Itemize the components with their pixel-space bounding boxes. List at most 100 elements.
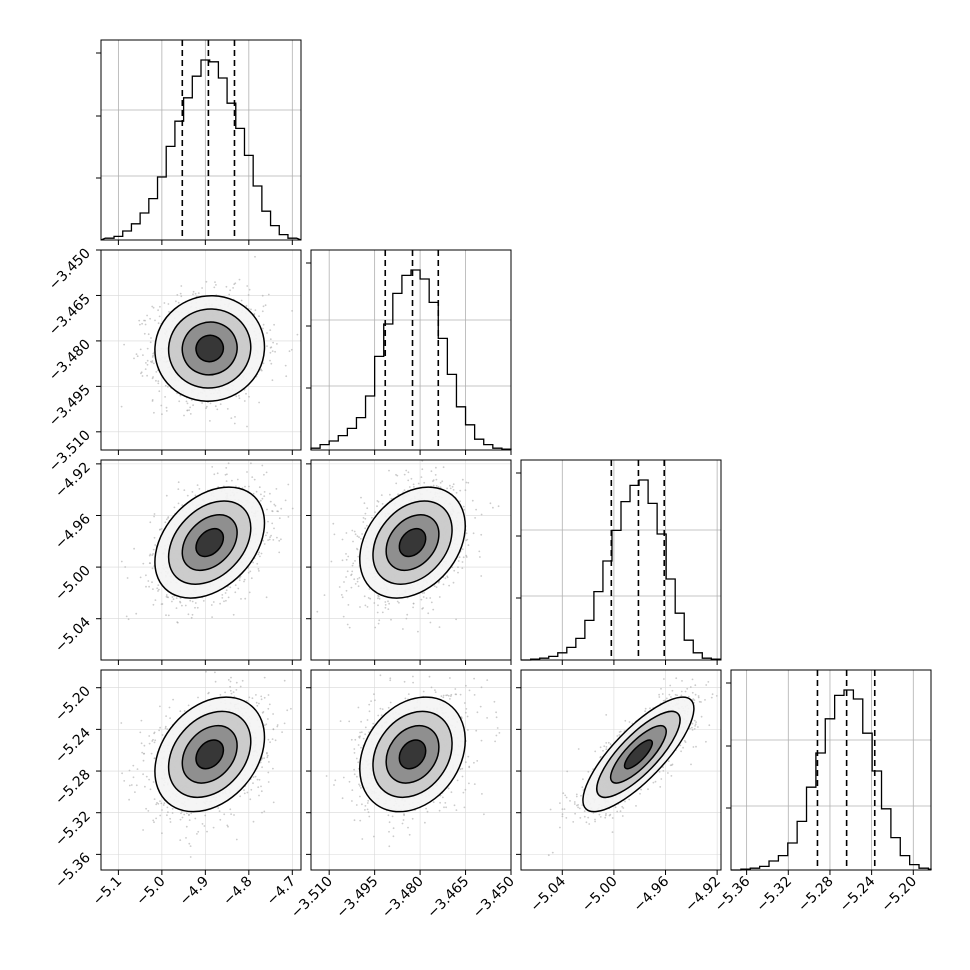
sample-point <box>203 825 206 827</box>
sample-point <box>348 626 351 629</box>
sample-point <box>210 604 213 606</box>
sample-point <box>274 350 276 353</box>
sample-point <box>412 602 415 605</box>
sample-point <box>232 287 235 289</box>
sample-point <box>183 489 186 491</box>
sample-point <box>216 472 219 475</box>
sample-point <box>254 255 256 258</box>
sample-point <box>151 581 153 584</box>
sample-point <box>158 729 161 732</box>
sample-point <box>271 510 273 512</box>
sample-point <box>219 602 222 605</box>
sample-point <box>191 613 194 616</box>
sample-point <box>239 685 242 688</box>
sample-point <box>136 768 139 770</box>
sample-point <box>403 473 406 476</box>
sample-point <box>364 527 367 530</box>
sample-point <box>146 347 149 350</box>
sample-point <box>271 738 274 740</box>
sample-point <box>316 610 319 613</box>
sample-point <box>442 583 445 586</box>
sample-point <box>263 724 266 727</box>
sample-point <box>435 478 438 481</box>
sample-point <box>135 784 138 787</box>
sample-point <box>265 534 267 537</box>
sample-point <box>247 294 250 296</box>
sample-point <box>158 315 161 318</box>
sample-point <box>377 604 379 607</box>
sample-point <box>151 400 154 402</box>
sample-point <box>194 602 197 604</box>
sample-point <box>413 486 415 488</box>
sample-point <box>276 510 279 513</box>
sample-point <box>252 561 255 564</box>
sample-point <box>465 481 468 484</box>
sample-point <box>152 603 155 606</box>
sample-point <box>230 813 233 815</box>
sample-point <box>225 599 227 602</box>
sample-point <box>145 585 147 588</box>
sample-point <box>146 359 149 362</box>
sample-point <box>175 597 178 599</box>
sample-point <box>358 576 361 579</box>
sample-point <box>466 538 469 541</box>
sample-point <box>350 573 353 576</box>
sample-point <box>260 698 263 701</box>
sample-point <box>179 600 181 603</box>
sample-point <box>247 571 250 574</box>
sample-point <box>430 470 433 473</box>
sample-point <box>387 608 390 610</box>
sample-point <box>153 411 155 414</box>
sample-point <box>343 581 345 583</box>
sample-point <box>154 544 157 546</box>
sample-point <box>155 371 158 373</box>
sample-point <box>161 413 163 416</box>
sample-point <box>159 529 161 531</box>
sample-point <box>144 368 147 370</box>
sample-point <box>231 479 233 482</box>
sample-point <box>149 317 152 320</box>
sample-point <box>173 506 176 509</box>
sample-point <box>254 309 257 312</box>
sample-point <box>152 352 155 355</box>
sample-point <box>417 482 420 485</box>
sample-point <box>384 601 387 603</box>
sample-point <box>479 556 481 558</box>
sample-point <box>164 384 167 387</box>
sample-point <box>278 539 281 542</box>
sample-point <box>465 532 468 535</box>
sample-point <box>213 473 216 476</box>
panel-frame-1-1 <box>310 249 512 451</box>
sample-point <box>341 559 344 562</box>
sample-point <box>377 594 379 597</box>
sample-point <box>255 490 258 493</box>
panel-0-0 <box>96 39 302 241</box>
sample-point <box>123 780 126 782</box>
sample-point <box>451 485 454 488</box>
sample-point <box>205 407 207 410</box>
sample-point <box>191 600 194 603</box>
sample-point <box>263 676 266 679</box>
sample-point <box>480 513 483 516</box>
panels-layer <box>96 39 932 871</box>
sample-point <box>356 578 359 580</box>
sample-point <box>128 798 131 801</box>
sample-point <box>141 375 144 377</box>
sample-point <box>359 606 361 608</box>
sample-point <box>164 725 167 728</box>
sample-point <box>373 602 376 604</box>
sample-point <box>154 319 156 322</box>
sample-point <box>258 315 260 318</box>
sample-point <box>388 602 390 605</box>
sample-point <box>230 676 232 679</box>
sample-point <box>165 518 168 521</box>
sample-point <box>266 508 268 511</box>
sample-point <box>205 670 207 673</box>
sample-point <box>354 560 356 562</box>
sample-point <box>120 722 123 724</box>
sample-point <box>464 489 467 492</box>
sample-point <box>147 333 150 336</box>
sample-point <box>211 616 214 618</box>
sample-point <box>408 486 411 488</box>
